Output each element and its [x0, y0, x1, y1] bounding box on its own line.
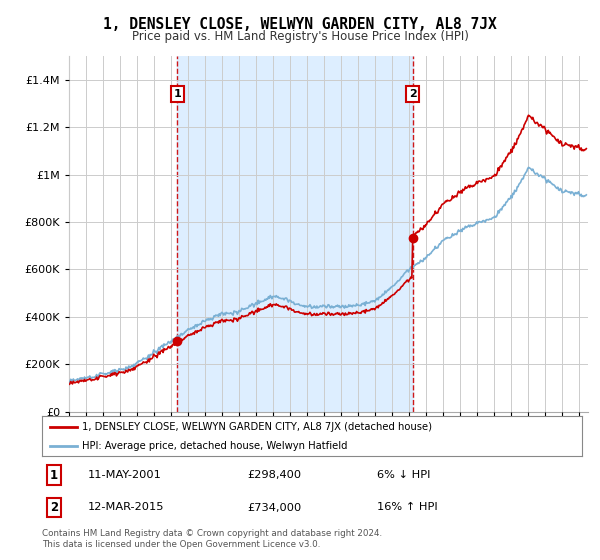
Text: 1: 1 [50, 469, 58, 482]
Text: Contains HM Land Registry data © Crown copyright and database right 2024.
This d: Contains HM Land Registry data © Crown c… [42, 529, 382, 549]
Text: 1, DENSLEY CLOSE, WELWYN GARDEN CITY, AL8 7JX: 1, DENSLEY CLOSE, WELWYN GARDEN CITY, AL… [103, 17, 497, 32]
Text: 16% ↑ HPI: 16% ↑ HPI [377, 502, 437, 512]
Text: 12-MAR-2015: 12-MAR-2015 [88, 502, 164, 512]
Text: 2: 2 [50, 501, 58, 514]
Text: £298,400: £298,400 [247, 470, 301, 480]
Text: 6% ↓ HPI: 6% ↓ HPI [377, 470, 430, 480]
Text: 1: 1 [173, 89, 181, 99]
Text: 11-MAY-2001: 11-MAY-2001 [88, 470, 162, 480]
Text: 2: 2 [409, 89, 416, 99]
Text: HPI: Average price, detached house, Welwyn Hatfield: HPI: Average price, detached house, Welw… [83, 441, 348, 450]
Text: Price paid vs. HM Land Registry's House Price Index (HPI): Price paid vs. HM Land Registry's House … [131, 30, 469, 43]
Bar [177, 56, 413, 412]
Text: 1, DENSLEY CLOSE, WELWYN GARDEN CITY, AL8 7JX (detached house): 1, DENSLEY CLOSE, WELWYN GARDEN CITY, AL… [83, 422, 433, 432]
Text: £734,000: £734,000 [247, 502, 301, 512]
